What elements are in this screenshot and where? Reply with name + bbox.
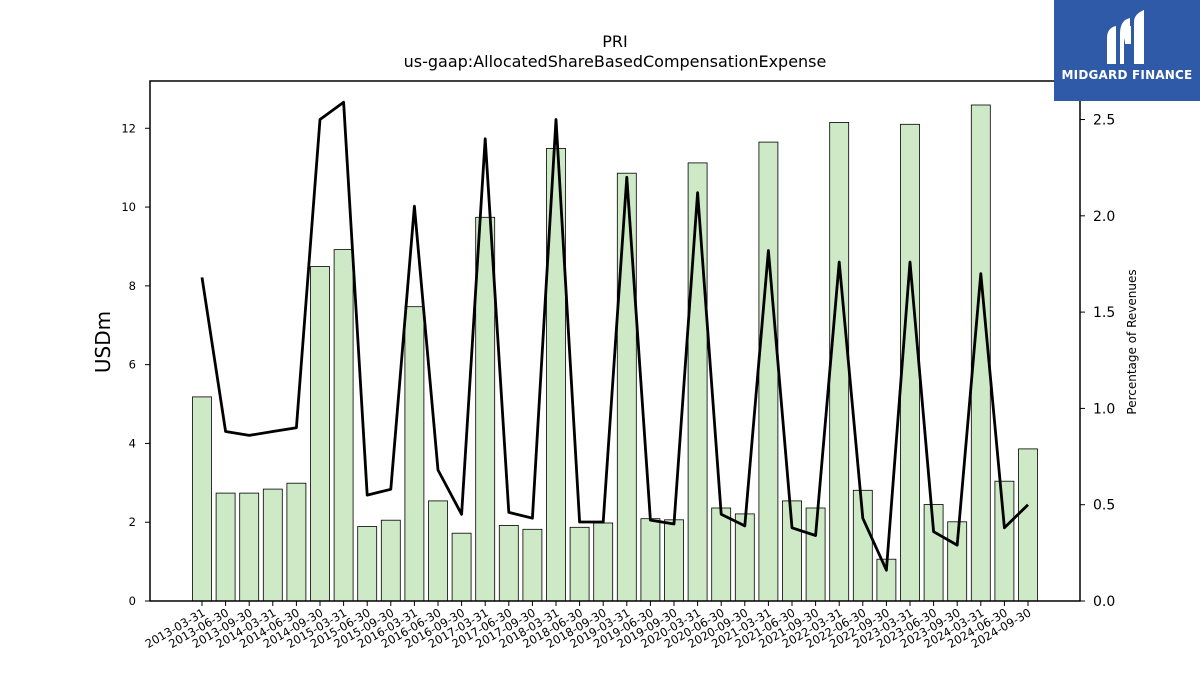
midgard-logo-icon (1107, 10, 1144, 64)
bar (593, 522, 614, 602)
y2-axis-ticks: 0.0 0.5 1.0 1.5 2.0 2.5 (1080, 113, 1115, 610)
y2-tick-label: 2.0 (1093, 209, 1115, 225)
bar (310, 266, 330, 602)
bar (569, 526, 590, 602)
bar (262, 488, 283, 602)
y2-tick-label: 0.0 (1093, 594, 1115, 610)
bar (380, 519, 401, 602)
bar (1018, 448, 1038, 602)
x-axis-ticks: 2013-03-312013-06-302013-09-302014-03-31… (143, 601, 1034, 651)
bar (664, 519, 684, 602)
y-tick-label: 12 (121, 121, 136, 135)
chart-title: PRI (602, 32, 628, 51)
y2-tick-label: 2.5 (1093, 113, 1115, 129)
logo-text: MIDGARD FINANCE (1061, 68, 1193, 82)
bar (640, 518, 661, 602)
bar (404, 306, 425, 602)
bar (333, 249, 354, 602)
y-tick-label: 0 (129, 594, 136, 608)
y2-tick-label: 0.5 (1093, 498, 1115, 514)
bar (357, 526, 378, 602)
bar (687, 162, 708, 602)
y-tick-label: 2 (129, 515, 136, 529)
line-series (200, 100, 1029, 572)
y2-tick-label: 1.5 (1093, 305, 1115, 321)
y2-axis-label: Percentage of Revenues (1125, 269, 1139, 414)
bar (994, 480, 1015, 602)
y-tick-label: 6 (129, 358, 136, 372)
chart-subtitle: us-gaap:AllocatedShareBasedCompensationE… (403, 52, 827, 71)
bar (522, 528, 543, 602)
y-axis-ticks: 0 2 4 6 8 10 12 (121, 121, 150, 608)
bar (829, 122, 850, 602)
bar (428, 500, 448, 602)
bar (215, 492, 236, 602)
bar (758, 141, 779, 602)
bar (498, 525, 519, 602)
plot-frame (149, 80, 1081, 602)
y-tick-label: 8 (129, 279, 136, 293)
bar-series (192, 104, 1038, 602)
logo: MIDGARD FINANCE (1054, 0, 1200, 101)
bar (192, 396, 212, 602)
bar (711, 507, 732, 602)
y-tick-label: 10 (121, 200, 136, 214)
y2-tick-label: 1.0 (1093, 401, 1115, 417)
y-tick-label: 4 (129, 436, 136, 450)
axes (149, 80, 1081, 602)
percentage-line (200, 100, 1029, 572)
bar (286, 482, 307, 602)
bar (239, 492, 260, 602)
bar (616, 172, 637, 602)
y-axis-label: USDm (91, 311, 115, 373)
bar (475, 216, 496, 602)
bar (451, 532, 472, 602)
